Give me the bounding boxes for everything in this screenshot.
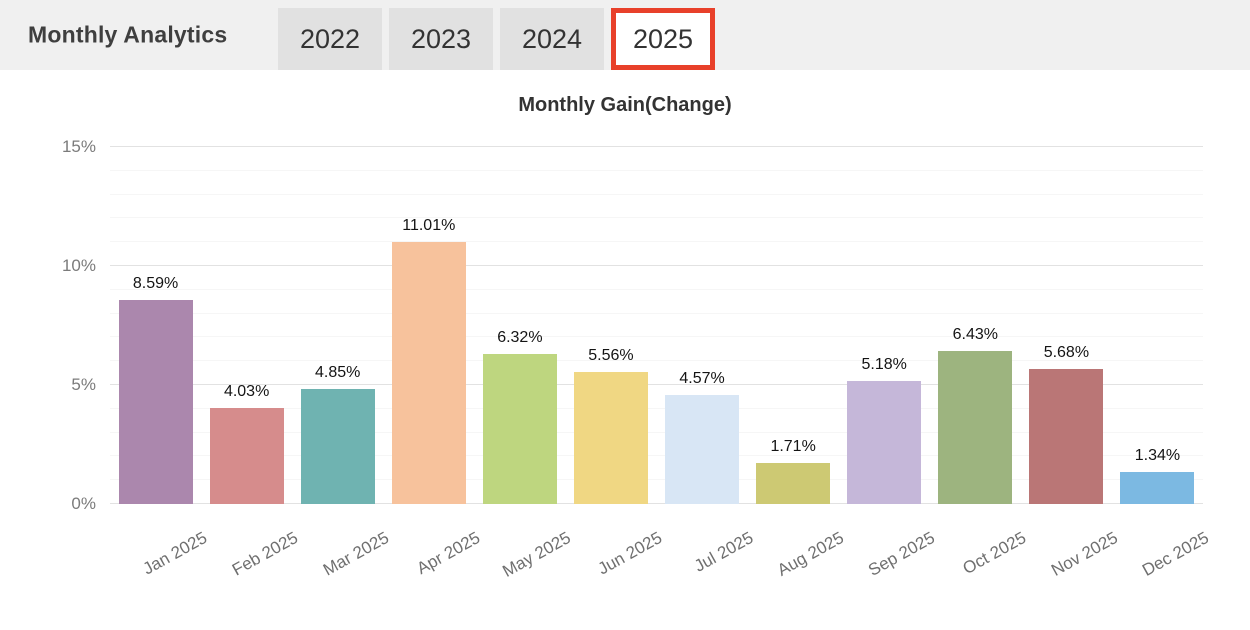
tab-2024[interactable]: 2024 [500, 8, 604, 70]
bar-value-label: 5.68% [1043, 343, 1090, 361]
bar-jan-2025[interactable] [118, 299, 193, 504]
bar-may-2025[interactable] [482, 353, 557, 504]
major-gridline [110, 384, 1203, 385]
bar-apr-2025[interactable] [391, 241, 466, 504]
plot-area: 0% 5% 10% 15% 8.59% Jan 2025 4.03% Feb 2025 4.85… [62, 137, 1212, 581]
y-axis-label: 5% [71, 375, 96, 394]
bar-value-label: 6.43% [952, 325, 998, 343]
x-axis-label: Jul 2025 [690, 528, 757, 576]
bar-oct-2025[interactable] [938, 350, 1013, 504]
bar-value-label: 4.57% [679, 370, 725, 388]
minor-gridline [110, 241, 1203, 243]
year-tabs: 2022 2023 2024 2025 [278, 8, 715, 70]
bar-value-label: 1.34% [1134, 447, 1181, 465]
bar-value-label: 1.71% [770, 438, 816, 456]
x-axis-label: May 2025 [499, 528, 575, 581]
x-axis-label: Oct 2025 [959, 528, 1030, 579]
bar-nov-2025[interactable] [1029, 368, 1104, 504]
minor-gridline [110, 193, 1203, 195]
bar-value-label: 6.32% [497, 328, 543, 346]
y-axis-label: 0% [71, 494, 96, 513]
y-axis-label: 10% [61, 256, 96, 275]
bar-jun-2025[interactable] [573, 371, 648, 504]
minor-gridline [110, 431, 1203, 433]
bar-value-label: 5.56% [588, 346, 634, 364]
tab-2025-active[interactable]: 2025 [611, 8, 715, 70]
major-gridline [110, 265, 1203, 266]
bar-value-label: 8.59% [132, 274, 179, 292]
minor-gridline [110, 407, 1203, 409]
x-axis-label: Apr 2025 [413, 528, 484, 579]
x-axis-label: Feb 2025 [228, 528, 301, 580]
x-axis-label: Jun 2025 [594, 528, 666, 579]
x-axis-label: Nov 2025 [1047, 528, 1121, 580]
bar-jul-2025[interactable] [665, 395, 740, 504]
bar-value-label: 4.03% [223, 383, 270, 401]
bar-aug-2025[interactable] [756, 463, 831, 504]
bar-value-label: 11.01% [402, 216, 456, 234]
x-axis-label: Aug 2025 [774, 528, 848, 580]
chart-title: Monthly Gain(Change) [518, 94, 732, 116]
minor-gridline [110, 336, 1203, 338]
minor-gridline [110, 455, 1203, 457]
x-axis-label: Jan 2025 [139, 528, 210, 579]
page-title: Monthly Analytics [28, 21, 228, 48]
bar-mar-2025[interactable] [300, 388, 375, 504]
minor-gridline [110, 288, 1203, 290]
bar-value-label: 4.85% [315, 363, 361, 381]
x-axis-label: Sep 2025 [865, 528, 939, 580]
y-axis-label: 15% [61, 137, 96, 156]
minor-gridline [110, 479, 1203, 481]
minor-gridline [110, 217, 1203, 219]
major-gridline [110, 503, 1203, 504]
tab-2022[interactable]: 2022 [278, 8, 382, 70]
minor-gridline [110, 169, 1203, 171]
x-axis-label: Mar 2025 [319, 528, 392, 580]
bar-dec-2025[interactable] [1120, 472, 1195, 504]
major-gridline [110, 146, 1203, 147]
minor-gridline [110, 360, 1203, 362]
header-bar: Monthly Analytics 2022 2023 2024 2025 [0, 0, 1250, 70]
bar-value-label: 5.18% [861, 355, 907, 373]
bar-feb-2025[interactable] [209, 408, 284, 504]
tab-2023[interactable]: 2023 [389, 8, 493, 70]
minor-gridline [110, 312, 1203, 314]
x-axis-label: Dec 2025 [1138, 528, 1212, 580]
bar-sep-2025[interactable] [847, 380, 922, 504]
